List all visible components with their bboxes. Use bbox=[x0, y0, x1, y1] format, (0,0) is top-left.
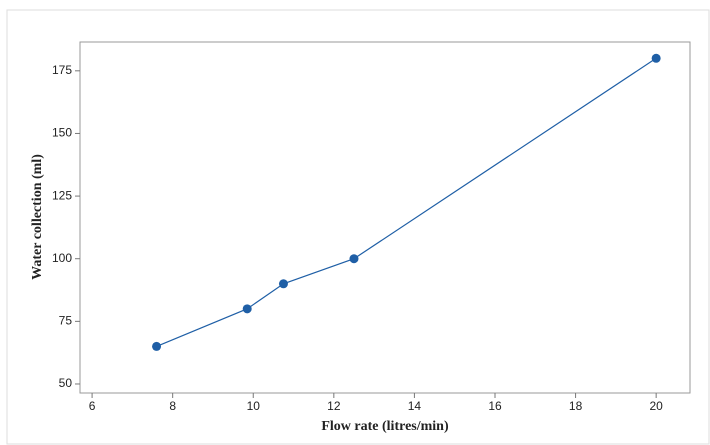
data-point bbox=[242, 304, 252, 314]
y-tick-label: 100 bbox=[52, 251, 72, 265]
x-tick-label: 8 bbox=[169, 399, 176, 413]
y-tick-label: 50 bbox=[59, 376, 73, 390]
x-tick-label: 14 bbox=[408, 399, 422, 413]
x-tick-label: 20 bbox=[649, 399, 663, 413]
data-point bbox=[651, 53, 661, 63]
x-tick-label: 6 bbox=[89, 399, 96, 413]
x-tick-label: 10 bbox=[247, 399, 261, 413]
x-tick-label: 12 bbox=[327, 399, 341, 413]
y-tick-label: 150 bbox=[52, 126, 72, 140]
data-point bbox=[152, 341, 162, 351]
y-axis-title: Water collection (ml) bbox=[30, 154, 45, 280]
y-tick-label: 175 bbox=[52, 63, 72, 77]
data-point bbox=[349, 254, 359, 264]
x-tick-label: 16 bbox=[488, 399, 502, 413]
y-tick-label: 75 bbox=[59, 314, 73, 328]
x-axis-title: Flow rate (litres/min) bbox=[321, 419, 449, 434]
data-point bbox=[278, 279, 288, 289]
plot-area bbox=[79, 41, 691, 394]
y-tick-label: 125 bbox=[52, 188, 72, 202]
x-tick-label: 18 bbox=[569, 399, 583, 413]
